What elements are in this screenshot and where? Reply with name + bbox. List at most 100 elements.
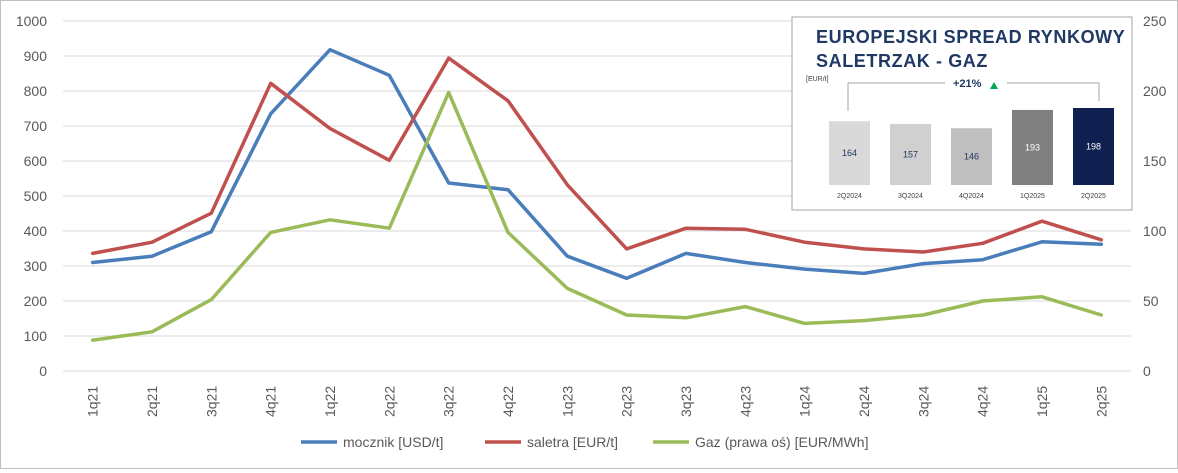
inset-bar (1073, 108, 1114, 185)
data-point (448, 91, 450, 93)
data-point (922, 263, 924, 265)
inset-change-label: +21% (953, 78, 982, 90)
data-point (1100, 314, 1102, 316)
x-axis-ticks: 1q21 2q21 3q21 4q21 1q22 2q22 3q22 4q22 1q23 2q23… (85, 386, 1110, 417)
right-tick-label: 50 (1143, 293, 1159, 309)
data-point (744, 228, 746, 230)
x-tick-label: 2q21 (144, 386, 160, 417)
x-tick-label: 4q24 (975, 386, 991, 417)
x-tick-label: 2q25 (1093, 386, 1109, 417)
data-point (92, 339, 94, 341)
inset-spread-chart: EUROPEJSKI SPREAD RYNKOWY SALETRZAK - GA… (791, 16, 1133, 211)
data-point (626, 277, 628, 279)
x-tick-label: 3q21 (203, 386, 219, 417)
inset-bar (829, 121, 870, 185)
inset-bar (1012, 109, 1053, 185)
x-tick-label: 1q23 (559, 386, 575, 417)
inset-category-label: 2Q2024 (837, 193, 862, 200)
right-tick-label: 100 (1143, 223, 1167, 239)
x-tick-label: 1q21 (85, 386, 101, 417)
series-line-2 (90, 90, 1104, 342)
left-tick-label: 600 (24, 153, 48, 169)
data-point (685, 317, 687, 319)
data-point (626, 248, 628, 250)
data-point (685, 227, 687, 229)
right-tick-label: 150 (1143, 153, 1167, 169)
x-tick-label: 4q21 (263, 386, 279, 417)
data-point (1041, 220, 1043, 222)
data-point (388, 159, 390, 161)
data-point (270, 231, 272, 233)
data-point (210, 299, 212, 301)
data-point (1100, 239, 1102, 241)
increase-arrow-icon (990, 82, 998, 89)
left-tick-label: 900 (24, 48, 48, 64)
data-point (151, 255, 153, 257)
x-tick-label: 2q23 (619, 386, 635, 417)
data-point (329, 127, 331, 129)
series-line-1 (90, 56, 1104, 256)
data-point (507, 189, 509, 191)
inset-bar-value: 193 (1025, 142, 1040, 152)
legend: mocznik [USD/t] saletra [EUR/t] Gaz (prawa… (301, 434, 868, 450)
data-point (388, 227, 390, 229)
x-tick-label: 1q25 (1034, 386, 1050, 417)
x-tick-label: 1q24 (797, 386, 813, 417)
data-point (92, 262, 94, 263)
data-point (863, 248, 865, 250)
data-point (507, 231, 509, 233)
data-point (270, 82, 272, 84)
left-axis-ticks: 0 100 200 300 400 500 600 700 800 900 1000 (16, 13, 47, 379)
right-tick-label: 250 (1143, 13, 1167, 29)
right-tick-label: 0 (1143, 363, 1151, 379)
left-tick-label: 500 (24, 188, 48, 204)
data-point (388, 74, 390, 76)
data-point (982, 300, 984, 302)
x-tick-label: 4q23 (737, 386, 753, 417)
left-tick-label: 100 (24, 328, 48, 344)
left-tick-label: 400 (24, 223, 48, 239)
left-tick-label: 700 (24, 118, 48, 134)
right-axis-ticks: 0 50 100 150 200 250 (1143, 13, 1167, 379)
inset-bar-value: 157 (903, 149, 918, 159)
data-point (92, 252, 94, 254)
inset-category-label: 1Q2025 (1020, 193, 1045, 200)
inset-bar (951, 128, 992, 185)
x-tick-label: 2q22 (381, 386, 397, 417)
data-point (270, 113, 272, 115)
series-line-0 (90, 47, 1104, 281)
inset-bars: 164 2Q2024 157 3Q2024 146 4Q2024 193 1Q2025 198 2… (829, 108, 1114, 200)
data-point (804, 268, 806, 270)
inset-category-label: 2Q2025 (1081, 193, 1106, 200)
x-tick-label: 3q22 (441, 386, 457, 417)
data-point (210, 212, 212, 214)
data-point (982, 242, 984, 244)
data-point (507, 100, 509, 102)
data-point (329, 49, 331, 51)
data-point (922, 251, 924, 253)
left-tick-label: 0 (39, 363, 47, 379)
data-point (744, 262, 746, 263)
inset-bar-value: 146 (964, 152, 979, 162)
data-point (1041, 241, 1043, 243)
x-tick-label: 3q24 (915, 386, 931, 417)
data-point (626, 314, 628, 316)
inset-category-label: 3Q2024 (898, 193, 923, 200)
data-point (448, 57, 450, 59)
x-tick-label: 2q24 (856, 386, 872, 417)
series-lines (90, 47, 1104, 342)
data-point (151, 241, 153, 243)
data-point (329, 219, 331, 221)
inset-unit-label: [EUR/t] (806, 76, 829, 83)
inset-title-line2: SALETRZAK - GAZ (816, 51, 988, 71)
data-point (804, 241, 806, 243)
data-point (566, 184, 568, 186)
data-point (804, 322, 806, 324)
x-tick-label: 1q22 (322, 386, 338, 417)
left-tick-label: 300 (24, 258, 48, 274)
data-point (982, 259, 984, 261)
data-point (566, 287, 568, 289)
data-point (863, 272, 865, 274)
